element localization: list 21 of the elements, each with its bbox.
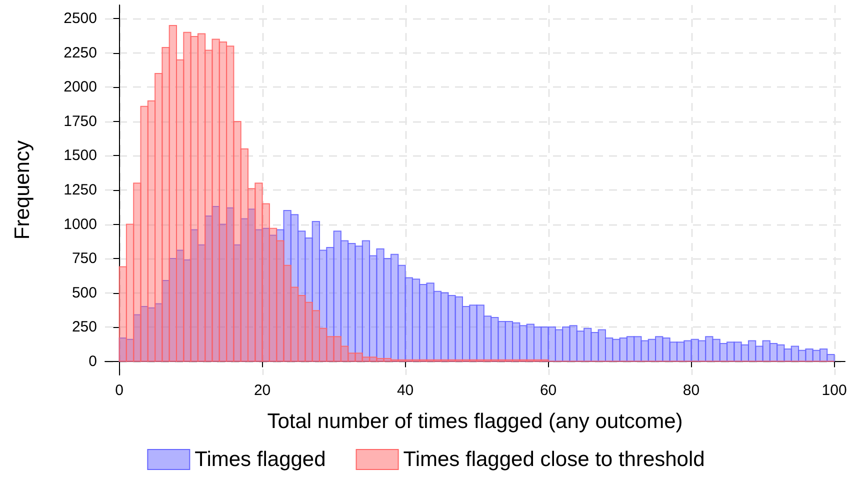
y-tick-label: 2500 [64,10,97,28]
x-tick-label: 40 [396,382,414,399]
x-tick-label: 20 [254,382,271,399]
y-tick-label: 1250 [64,182,97,198]
y-tick-label: 1750 [64,112,97,130]
legend-label: Times flagged [194,448,326,471]
y-tick-label: 1000 [64,216,97,233]
x-tick-label: 0 [115,382,124,399]
y-tick-label: 2000 [64,78,97,96]
y-tick-label: 500 [72,284,97,302]
x-tick-label: 80 [682,382,700,399]
x-tick-label: 60 [540,382,557,399]
x-tick-label: 100 [822,382,847,399]
y-tick-label: 750 [72,250,97,268]
y-tick-label: 2250 [64,44,97,62]
y-axis-title: Frequency [11,140,34,240]
y-tick-label: 0 [88,352,97,370]
legend-label: Times flagged close to threshold [403,448,705,471]
y-tick-label: 1500 [64,147,97,164]
y-tick-label: 250 [72,318,97,336]
x-axis-title: Total number of times flagged (any outcome) [267,410,683,433]
